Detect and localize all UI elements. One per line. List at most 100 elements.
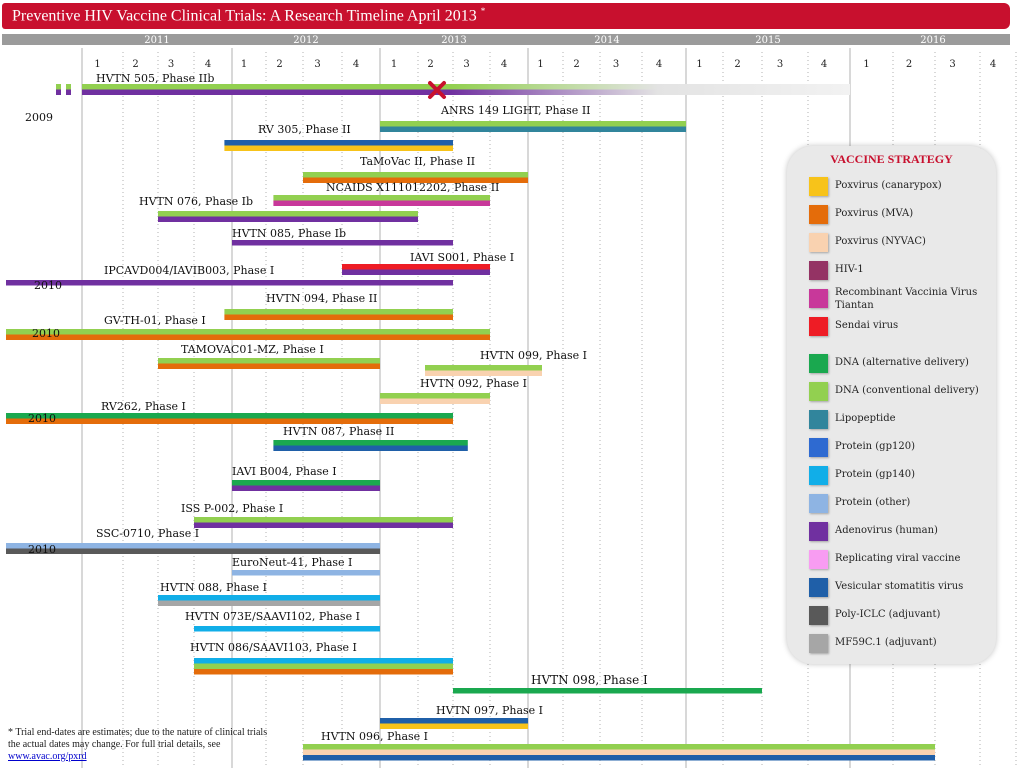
legend-label: DNA (alternative delivery) <box>835 357 969 368</box>
trial-label: HVTN 096, Phase I <box>321 730 428 743</box>
legend-swatch <box>809 466 828 485</box>
trial-bar-stripe <box>224 140 453 146</box>
trial-label: HVTN 097, Phase I <box>436 704 543 717</box>
trial-label: HVTN 098, Phase I <box>531 673 648 687</box>
legend-swatch <box>809 205 828 224</box>
legend-item: Replicating viral vaccine <box>809 549 994 573</box>
trial-bar-stripe <box>224 309 453 315</box>
trial-label: EuroNeut-41, Phase I <box>232 556 352 569</box>
trial-label: HVTN 099, Phase I <box>480 349 587 362</box>
trial-bar-stripe <box>194 658 453 664</box>
legend-title: VACCINE STRATEGY <box>830 152 953 166</box>
legend-label: Lipopeptide <box>835 413 896 424</box>
quarter-tick-label: 1 <box>241 59 247 70</box>
legend-item: MF59C.1 (adjuvant) <box>809 633 994 657</box>
quarter-tick-label: 4 <box>821 59 827 70</box>
legend-label: Recombinant Vaccinia Virus Tiantan <box>835 287 978 311</box>
trial-bar-stripe <box>380 126 686 132</box>
trial-label: GV-TH-01, Phase I <box>104 314 206 327</box>
trial-bar-stripe <box>232 485 380 491</box>
legend-swatch <box>809 177 828 196</box>
trial-bar-stripe <box>82 84 850 90</box>
legend-item: Poxvirus (MVA) <box>809 204 994 228</box>
legend-label: Replicating viral vaccine <box>835 553 961 564</box>
trial-bar-stripe <box>303 755 935 761</box>
legend-swatch <box>809 410 828 429</box>
quarter-tick-label: 2 <box>573 59 579 70</box>
start-year-label: 2010 <box>32 327 60 340</box>
trial-bar-stripe <box>273 445 468 451</box>
legend-item: Poxvirus (NYVAC) <box>809 232 994 256</box>
trial-bar-stripe <box>194 522 453 528</box>
trial-bar-stripe <box>273 200 490 206</box>
start-year-label: 2010 <box>28 543 56 556</box>
legend-swatch <box>809 261 828 280</box>
trial-label: ISS P-002, Phase I <box>181 502 283 515</box>
legend-item: Poly-ICLC (adjuvant) <box>809 605 994 629</box>
trial-label: SSC-0710, Phase I <box>96 527 199 540</box>
trial-label: RV 305, Phase II <box>258 123 351 136</box>
legend-label: Sendai virus <box>835 320 899 331</box>
legend-label: Poxvirus (MVA) <box>835 208 914 219</box>
trial-bar-stripe <box>232 240 453 246</box>
quarter-tick-label: 1 <box>696 59 702 70</box>
prestart-marker <box>56 84 61 90</box>
legend-item: Lipopeptide <box>809 409 994 433</box>
quarter-tick-label: 1 <box>863 59 869 70</box>
quarter-tick-label: 3 <box>314 59 320 70</box>
year-label: 2012 <box>293 35 318 46</box>
trial-label: TAMOVAC01-MZ, Phase I <box>181 343 324 356</box>
year-label: 2015 <box>755 35 780 46</box>
legend-swatch <box>809 522 828 541</box>
start-year-label: 2009 <box>25 111 53 124</box>
legend-item: Protein (gp120) <box>809 437 994 461</box>
trial-label: HVTN 073E/SAAVI102, Phase I <box>185 610 360 623</box>
legend-item: DNA (alternative delivery) <box>809 353 994 377</box>
trial-label: IAVI S001, Phase I <box>410 251 514 264</box>
trial-bar-stripe <box>303 172 528 178</box>
quarter-tick-label: 3 <box>777 59 783 70</box>
trial-label: IAVI B004, Phase I <box>232 465 337 478</box>
quarter-tick-label: 1 <box>94 59 100 70</box>
quarter-tick-label: 1 <box>537 59 543 70</box>
footnote-link[interactable]: www.avac.org/pxrd <box>8 751 87 762</box>
trial-bar-stripe <box>194 663 453 669</box>
quarter-tick-label: 1 <box>391 59 397 70</box>
year-label: 2011 <box>144 35 169 46</box>
start-year-label: 2010 <box>34 279 62 292</box>
trial-label: HVTN 505, Phase IIb <box>96 72 214 85</box>
trial-bar-stripe <box>6 329 490 335</box>
trial-bar-stripe <box>380 393 490 399</box>
legend-item: Sendai virus <box>809 316 994 340</box>
legend-swatch <box>809 289 828 308</box>
legend-item: Protein (gp140) <box>809 465 994 489</box>
legend-label: Protein (other) <box>835 497 911 508</box>
trial-label: ANRS 149 LIGHT, Phase II <box>440 104 591 117</box>
legend-swatch <box>809 634 828 653</box>
legend-label: Adenovirus (human) <box>835 525 938 536</box>
legend-item: Protein (other) <box>809 493 994 517</box>
legend-label: MF59C.1 (adjuvant) <box>835 637 937 648</box>
quarter-tick-label: 3 <box>949 59 955 70</box>
trial-label: HVTN 085, Phase Ib <box>232 227 346 240</box>
legend-item: Vesicular stomatitis virus <box>809 577 994 601</box>
trial-bar-stripe <box>232 570 380 576</box>
trial-bar-stripe <box>453 688 762 694</box>
trial-bar-stripe <box>6 543 380 549</box>
trial-bar-stripe <box>232 480 380 486</box>
year-band <box>2 34 1010 45</box>
trial-label: HVTN 088, Phase I <box>160 581 267 594</box>
trial-bar-stripe <box>158 358 380 364</box>
trial-bar-stripe <box>380 718 528 724</box>
trial-bar-stripe <box>342 269 490 275</box>
trial-label: RV262, Phase I <box>101 400 186 413</box>
legend-item: Poxvirus (canarypox) <box>809 176 994 200</box>
prestart-marker <box>66 84 71 90</box>
legend-item: HIV-1 <box>809 260 994 284</box>
quarter-tick-label: 3 <box>613 59 619 70</box>
start-year-label: 2010 <box>28 412 56 425</box>
trial-label: HVTN 092, Phase I <box>420 377 527 390</box>
trial-bar-stripe <box>380 398 490 404</box>
quarter-tick-label: 4 <box>990 59 996 70</box>
legend-swatch <box>809 606 828 625</box>
